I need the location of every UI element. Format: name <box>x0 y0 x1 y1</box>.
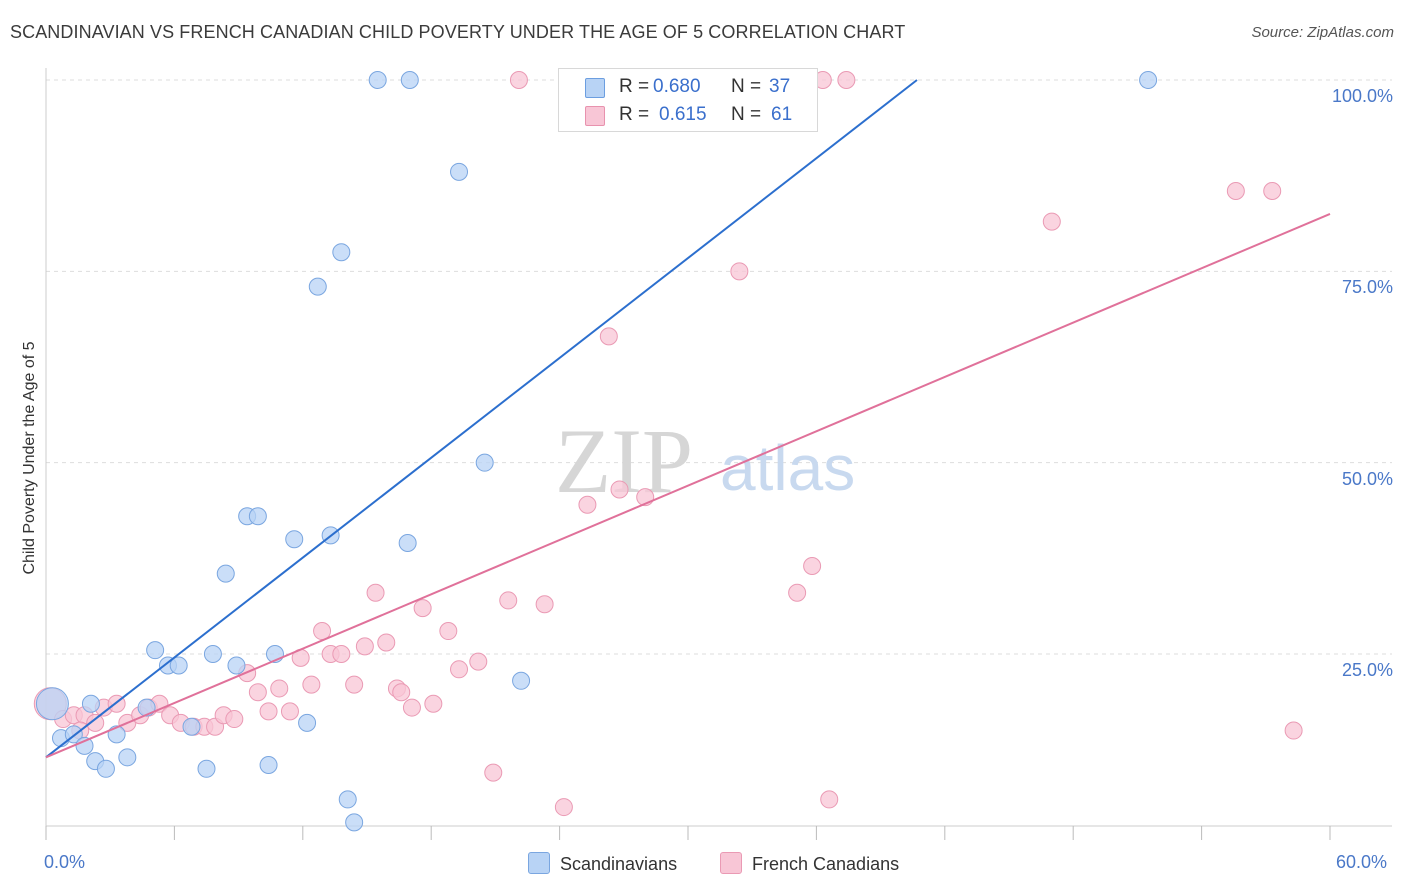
scandinavian-point <box>137 698 156 717</box>
french-canadian-point <box>509 71 528 89</box>
scandinavian-trendline <box>45 79 918 759</box>
french-canadian-point <box>1284 721 1303 740</box>
scandinavian-point <box>259 755 278 774</box>
scandinavian-point <box>169 656 188 675</box>
french-canadian-point <box>392 683 411 702</box>
scandinavian-point <box>1139 71 1158 89</box>
scandinavian-point <box>248 507 267 526</box>
y-tick-label: 100.0% <box>1331 86 1393 106</box>
y-tick-label: 75.0% <box>1341 277 1393 298</box>
scandinavian-point <box>475 453 494 472</box>
series-name: French Canadians <box>752 854 900 874</box>
scandinavian-point <box>118 748 137 767</box>
french-canadian-point <box>332 645 351 663</box>
french-canadian-point <box>730 262 749 281</box>
french-canadian-point <box>484 763 503 782</box>
series-swatch-blue <box>528 852 550 874</box>
legend-r-label: R = <box>619 104 650 125</box>
french-canadian-point <box>270 679 289 698</box>
french-canadian-point <box>803 556 822 575</box>
legend-r-value: 0.615 <box>659 104 707 125</box>
french-canadian-point <box>355 637 374 656</box>
scandinavian-point <box>203 645 222 663</box>
scandinavian-point <box>450 162 469 181</box>
y-tick-label: 50.0% <box>1341 468 1393 489</box>
french-canadian-point <box>345 675 364 694</box>
scandinavian-point <box>298 713 317 732</box>
series-swatch-pink <box>720 852 742 874</box>
scandinavian-point <box>368 71 387 89</box>
french-canadian-point <box>424 694 443 713</box>
x-tick-label-min: 0.0% <box>44 852 86 872</box>
french-canadian-point <box>554 798 573 817</box>
french-canadian-point <box>535 595 554 614</box>
legend-n-label: N = <box>731 104 762 125</box>
scandinavian-point <box>227 656 246 675</box>
scandinavian-point <box>285 530 304 549</box>
scandinavian-point <box>197 759 216 778</box>
scandinavian-point <box>146 641 165 660</box>
scandinavian-point <box>345 813 364 832</box>
points-layer <box>33 71 1303 832</box>
scandinavian-point <box>332 243 351 262</box>
chart-title: SCANDINAVIAN VS FRENCH CANADIAN CHILD PO… <box>10 22 906 42</box>
french-canadian-point <box>469 652 488 671</box>
scandinavian-point <box>96 759 115 778</box>
french-canadian-point <box>1226 181 1245 200</box>
french-canadian-point <box>837 71 856 89</box>
axis-layer <box>45 68 1392 840</box>
x-tick-label-max: 60.0% <box>1336 852 1388 872</box>
scandinavian-point <box>81 694 100 713</box>
french-canadian-point <box>599 327 618 346</box>
source-credit: Source: ZipAtlas.com <box>1251 24 1394 41</box>
scandinavian-point <box>512 671 531 690</box>
legend-n-value: 61 <box>771 104 793 125</box>
scandinavian-point <box>75 736 94 755</box>
scandinavian-point <box>398 534 417 553</box>
legend-n-label: N = <box>731 76 762 97</box>
series-name: Scandinavians <box>560 854 678 874</box>
french-canadian-point <box>248 683 267 702</box>
french-canadian-point <box>788 583 807 602</box>
french-canadian-point <box>402 698 421 717</box>
grid-layer <box>46 79 1392 655</box>
french-canadian-point <box>610 480 629 499</box>
french-canadian-point <box>439 622 458 641</box>
legend-r-value: 0.680 <box>653 76 701 97</box>
scandinavian-point <box>216 564 235 583</box>
french-canadian-point <box>499 591 518 610</box>
legend-n-value: 37 <box>769 76 791 97</box>
scandinavian-point <box>308 277 327 296</box>
legend-r-label: R = <box>619 76 650 97</box>
french-canadian-point <box>377 633 396 652</box>
french-canadian-point <box>413 599 432 618</box>
correlation-legend: R = 0.680 N = 37 R = 0.615 N = 61 <box>558 68 818 132</box>
y-tick-label: 25.0% <box>1341 660 1393 680</box>
french-canadian-point <box>820 790 839 809</box>
legend-swatch-blue <box>585 78 605 98</box>
series-legend-scandinavians[interactable]: Scandinavians <box>528 852 677 875</box>
french-canadian-point <box>450 660 469 679</box>
french-canadian-point <box>1263 181 1282 200</box>
french-canadian-trendline <box>45 213 1331 759</box>
french-canadian-point <box>259 702 278 721</box>
french-canadian-point <box>578 495 597 514</box>
scandinavian-point <box>338 790 357 809</box>
french-canadian-point <box>280 702 299 721</box>
series-legend-french-canadians[interactable]: French Canadians <box>720 852 899 875</box>
scandinavian-point <box>182 717 201 736</box>
french-canadian-point <box>225 710 244 729</box>
legend-swatch-pink <box>585 106 605 126</box>
trend-layer <box>45 79 1331 759</box>
french-canadian-point <box>86 713 105 732</box>
scandinavian-point <box>400 71 419 89</box>
french-canadian-point <box>366 583 385 602</box>
french-canadian-point <box>302 675 321 694</box>
french-canadian-point <box>1042 212 1061 231</box>
scandinavian-point <box>35 687 69 721</box>
